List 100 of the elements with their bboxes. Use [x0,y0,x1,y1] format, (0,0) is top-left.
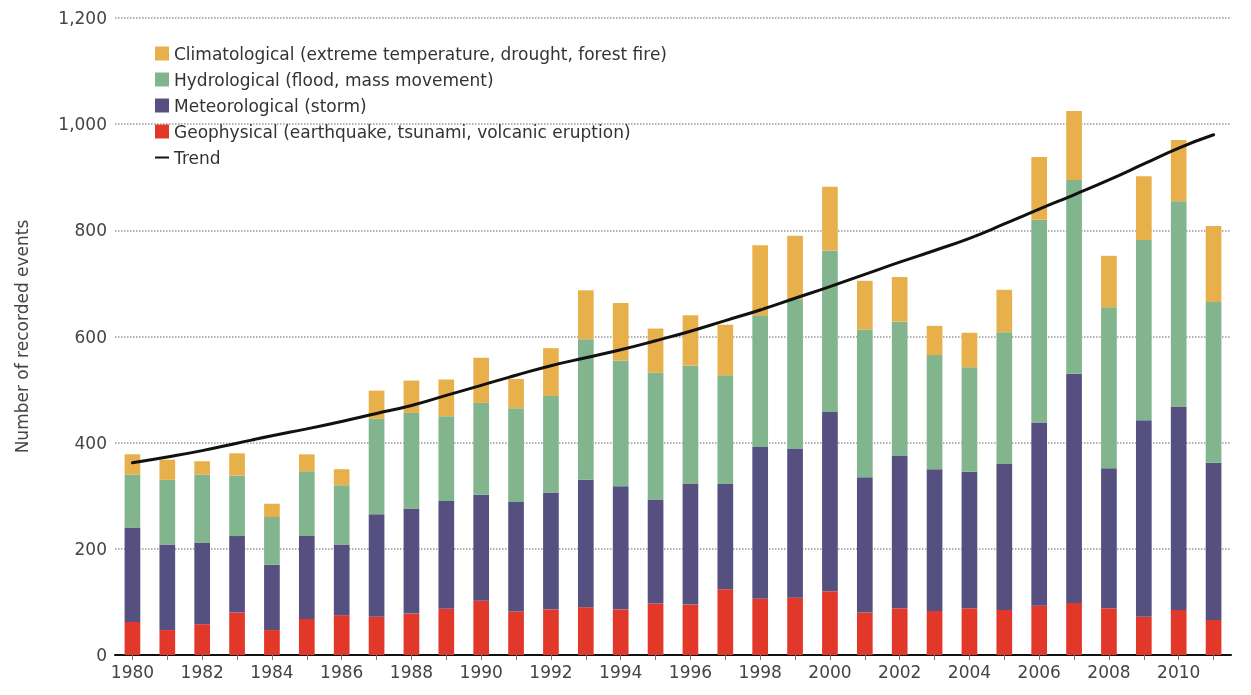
bar [822,591,838,655]
bar [612,486,629,610]
bar [577,607,594,655]
x-tick-label: 1990 [459,661,503,682]
bar [438,416,455,502]
bar [1205,619,1222,655]
x-tick-label: 1988 [389,661,434,682]
bar [194,461,211,475]
bar [1205,462,1222,620]
bar [856,477,873,613]
bar [752,245,769,316]
bar [647,603,664,655]
bar [229,536,245,613]
bar [961,332,978,368]
bar [403,613,420,655]
bar [961,471,978,609]
bar [543,348,559,396]
bar [1031,219,1048,423]
bar [229,612,245,655]
bar [1066,373,1082,603]
x-tick-label: 2000 [808,661,852,682]
bar [787,597,803,655]
bar [333,485,350,545]
bar [508,378,524,409]
bar [368,514,385,617]
bar [1135,420,1152,617]
bar [577,290,594,340]
bar [159,459,176,480]
x-tick-label: 1986 [320,661,364,682]
bar [1135,616,1152,655]
bar [682,315,699,366]
bar [333,544,350,616]
bar [1205,226,1222,302]
bar [1135,176,1152,240]
bar [891,455,908,609]
bar [124,527,141,623]
bar [717,375,734,485]
bar [926,610,943,655]
bar [717,484,734,590]
bar [961,608,978,655]
x-tick-label: 1984 [250,661,294,682]
y-tick-label: 600 [74,326,107,347]
bar [264,564,280,631]
bar [229,475,245,537]
bar [508,408,524,503]
y-tick-label: 200 [74,538,107,559]
bar [229,453,245,476]
bar [508,502,524,612]
bar [264,503,280,517]
x-tick-label: 1998 [738,661,782,682]
bar [996,609,1013,655]
bar [891,321,908,456]
bar [194,542,211,625]
bar [159,479,176,545]
bar [752,598,769,655]
x-tick-label: 2006 [1017,661,1061,682]
x-tick-label: 1994 [599,661,643,682]
legend-label: Trend [173,147,221,168]
bar [926,469,943,611]
bar [891,277,908,322]
bar [926,355,943,470]
x-tick-label: 1980 [110,661,155,682]
bar [333,615,350,655]
x-tick-label: 2010 [1157,661,1201,682]
bar [1170,201,1187,407]
y-tick-label: 1,200 [58,8,107,28]
bar [264,630,280,655]
bar [1066,602,1082,655]
bar [996,463,1013,610]
bar [1205,302,1222,463]
bar [194,474,211,543]
bar [612,360,629,487]
bar [891,608,908,655]
bar [368,418,385,515]
bar [1170,609,1187,655]
bar [438,501,455,609]
bar [682,365,699,485]
bar [124,454,141,475]
bar [682,604,699,655]
bar [543,492,559,610]
bar [612,609,629,655]
y-tick-label: 0 [96,645,107,665]
bar [717,589,734,655]
bar [159,630,176,655]
bar [1066,179,1082,374]
bar [124,622,141,655]
bar [682,484,699,605]
bar [1170,140,1187,202]
bar [543,395,559,493]
bar [856,280,873,330]
bar [577,479,594,608]
bar [1135,239,1152,421]
bar [298,471,315,537]
x-tick-label: 1992 [529,661,573,682]
bar [647,499,664,604]
bar [333,469,350,486]
y-tick-label: 800 [74,220,107,241]
bar [298,618,315,655]
bar [473,600,490,655]
bar [612,303,629,361]
